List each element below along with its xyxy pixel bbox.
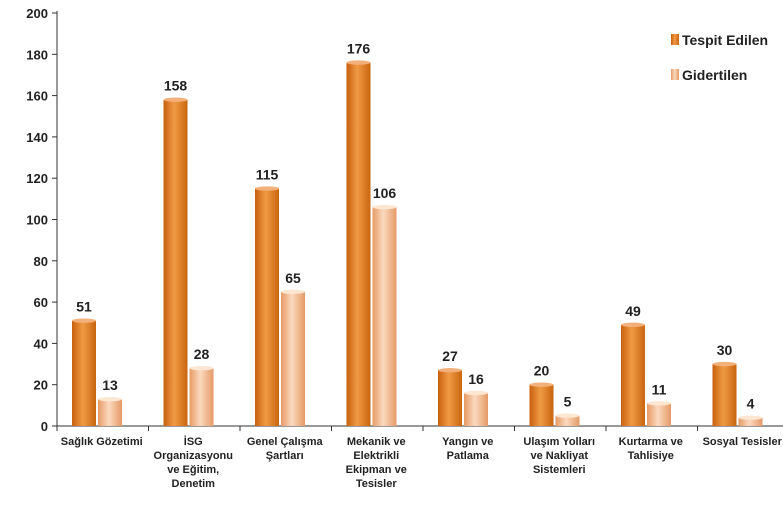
category-label: Denetim [172,478,216,490]
category-label: Genel Çalışma [247,436,324,448]
y-tick-label: 0 [41,419,48,434]
bar-top-cap [98,396,122,402]
bar-gidertilen [647,403,671,426]
bar-top-cap [189,365,214,371]
bar-top-cap [738,415,763,420]
category-label: Sağlık Gözetimi [61,436,143,448]
category-label: ve Eğitim, [167,464,219,476]
category-label: Mekanik ve [347,436,406,448]
category-label: Ulaşım Yolları [523,436,595,448]
bar-tespit-edilen [346,62,371,427]
bar-tespit-edilen [255,188,279,426]
category-label: ve Nakliyat [531,450,589,462]
bar-tespit-edilen [529,384,554,426]
bar-gidertilen [189,368,214,426]
category-label: Elektrikli [353,450,399,462]
data-label: 20 [534,363,550,379]
bar-top-cap [555,413,580,418]
y-tick-label: 180 [26,47,48,62]
bar-tespit-edilen [163,99,188,426]
bar-top-cap [255,186,279,191]
bar-gidertilen [555,415,580,426]
category-labels: Sağlık Gözetimi İSG Organizasyonu ve Eğitim… [61,435,783,490]
legend-swatch [671,69,679,80]
data-label: 65 [285,270,301,286]
category-label: İSG [184,435,203,448]
x-axis [56,425,783,431]
data-label: 5 [564,394,572,410]
category-label: Sistemleri [533,464,586,476]
bar-top-cap [281,289,305,294]
bar-top-cap [346,60,371,65]
category-label: Kurtarma ve [619,436,683,448]
bar-gidertilen [372,207,397,426]
bar-top-cap [464,390,488,396]
category-label: Tahlisiye [628,450,674,462]
data-label: 49 [625,303,641,319]
bar-gidertilen [281,291,305,426]
data-label: 51 [76,299,92,315]
data-label: 13 [102,377,118,393]
bar-tespit-edilen [438,370,462,426]
category-label: Patlama [447,450,490,462]
data-label: 27 [442,348,458,364]
data-label: 11 [652,381,667,397]
y-tick-label: 20 [34,378,48,393]
bar-gidertilen [738,417,763,426]
bar-top-cap [621,322,645,328]
category-label: Organizasyonu [154,450,233,462]
legend-swatch [671,34,679,45]
bar-top-cap [712,361,737,367]
data-label: 28 [194,346,210,362]
legend-label: Tespit Edilen [682,32,768,48]
bar-top-cap [163,97,188,102]
bar-top-cap [372,204,397,210]
category-label: Sosyal Tesisler [703,436,783,448]
y-tick-label: 200 [26,6,48,21]
legend: Tespit Edilen Gidertilen [671,32,768,83]
data-label: 16 [468,371,484,387]
y-tick-label: 40 [34,336,48,351]
bar-tespit-edilen [712,364,737,426]
y-tick-label: 100 [26,213,48,228]
category-label: Şartları [266,450,304,462]
data-label: 106 [373,185,397,201]
y-axis: 0 20 40 60 80 100 120 140 160 180 200 [26,6,58,434]
bar-top-cap [647,401,671,406]
bar-top-cap [72,318,96,323]
bar-top-cap [529,382,554,387]
bar-tespit-edilen [621,324,645,426]
data-label: 4 [747,396,755,412]
data-label: 30 [717,342,733,358]
category-label: Ekipman ve [346,464,407,476]
data-label: 176 [347,41,371,57]
bar-top-cap [438,368,462,373]
bar-gidertilen [98,399,122,426]
y-tick-label: 80 [34,254,48,269]
data-label: 115 [256,167,279,183]
y-tick-label: 60 [34,295,48,310]
category-label: Tesisler [356,478,397,490]
bar-tespit-edilen [72,320,96,426]
data-labels: 51 158 115 176 27 20 49 30 13 28 65 106 16 5 11 4 [76,41,754,412]
y-tick-label: 140 [26,130,48,145]
bar-gidertilen [464,392,488,426]
y-tick-label: 120 [26,171,48,186]
y-tick-label: 160 [26,89,48,104]
data-label: 158 [164,78,188,94]
category-label: Yangın ve [442,436,493,448]
legend-label: Gidertilen [682,67,747,83]
bars [72,60,763,427]
